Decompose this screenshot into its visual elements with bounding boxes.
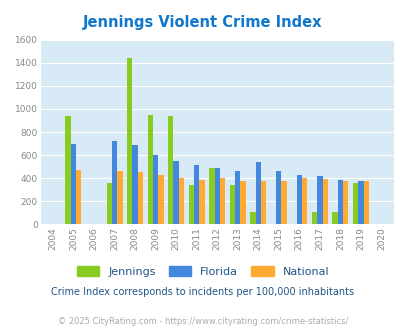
Bar	[137, 172, 143, 224]
Bar	[255, 162, 260, 224]
Bar	[260, 181, 266, 224]
Bar	[194, 165, 199, 224]
Bar	[342, 181, 347, 224]
Text: Jennings Violent Crime Index: Jennings Violent Crime Index	[83, 15, 322, 30]
Bar	[234, 171, 240, 224]
Bar	[281, 181, 286, 224]
Bar	[117, 171, 122, 224]
Bar	[158, 175, 163, 224]
Bar	[178, 178, 184, 224]
Text: Crime Index corresponds to incidents per 100,000 inhabitants: Crime Index corresponds to incidents per…	[51, 287, 354, 297]
Bar	[132, 145, 137, 224]
Bar	[188, 184, 194, 224]
Bar	[301, 178, 307, 224]
Bar	[112, 141, 117, 224]
Bar	[249, 212, 255, 224]
Bar	[316, 177, 322, 224]
Bar	[296, 175, 301, 224]
Text: © 2025 CityRating.com - https://www.cityrating.com/crime-statistics/: © 2025 CityRating.com - https://www.city…	[58, 317, 347, 326]
Legend: Jennings, Florida, National: Jennings, Florida, National	[72, 261, 333, 281]
Bar	[70, 144, 76, 224]
Bar	[173, 161, 178, 224]
Bar	[229, 184, 234, 224]
Bar	[168, 116, 173, 224]
Bar	[352, 183, 357, 224]
Bar	[311, 212, 316, 224]
Bar	[147, 115, 153, 224]
Bar	[214, 168, 220, 224]
Bar	[322, 179, 327, 224]
Bar	[153, 155, 158, 224]
Bar	[209, 168, 214, 224]
Bar	[240, 181, 245, 224]
Bar	[220, 178, 225, 224]
Bar	[65, 116, 70, 224]
Bar	[363, 181, 368, 224]
Bar	[76, 170, 81, 224]
Bar	[357, 181, 363, 224]
Bar	[275, 171, 281, 224]
Bar	[106, 183, 112, 224]
Bar	[337, 180, 342, 224]
Bar	[332, 212, 337, 224]
Bar	[199, 180, 204, 224]
Bar	[127, 58, 132, 224]
